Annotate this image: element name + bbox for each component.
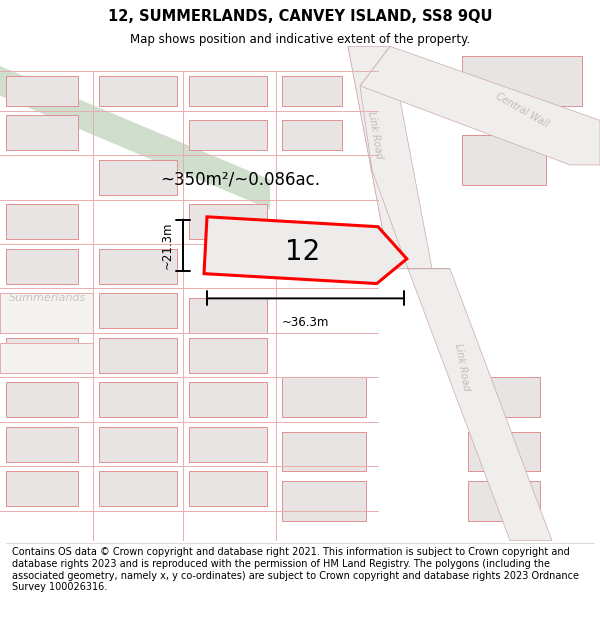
Polygon shape xyxy=(6,76,78,106)
Text: Link Road: Link Road xyxy=(453,343,471,392)
Polygon shape xyxy=(99,294,177,328)
Polygon shape xyxy=(99,338,177,372)
Polygon shape xyxy=(189,298,267,333)
Polygon shape xyxy=(282,121,342,150)
Text: Central Wall: Central Wall xyxy=(494,91,550,129)
Polygon shape xyxy=(0,66,270,209)
Text: ~21.3m: ~21.3m xyxy=(161,221,174,269)
Text: Summerlands: Summerlands xyxy=(10,293,86,303)
Polygon shape xyxy=(99,160,177,194)
Polygon shape xyxy=(282,432,366,471)
Polygon shape xyxy=(99,249,177,284)
Polygon shape xyxy=(6,204,78,239)
Polygon shape xyxy=(6,471,78,506)
Polygon shape xyxy=(468,481,540,521)
Polygon shape xyxy=(99,382,177,417)
Polygon shape xyxy=(189,338,267,372)
Text: Map shows position and indicative extent of the property.: Map shows position and indicative extent… xyxy=(130,33,470,46)
Text: 12, SUMMERLANDS, CANVEY ISLAND, SS8 9QU: 12, SUMMERLANDS, CANVEY ISLAND, SS8 9QU xyxy=(108,9,492,24)
Text: Contains OS data © Crown copyright and database right 2021. This information is : Contains OS data © Crown copyright and d… xyxy=(12,548,579,592)
Polygon shape xyxy=(99,427,177,461)
Polygon shape xyxy=(282,481,366,521)
Polygon shape xyxy=(204,217,407,284)
Polygon shape xyxy=(189,382,267,417)
Polygon shape xyxy=(6,382,78,417)
Polygon shape xyxy=(6,116,78,150)
Polygon shape xyxy=(468,378,540,417)
Polygon shape xyxy=(348,46,450,269)
Polygon shape xyxy=(0,294,93,333)
Text: 12: 12 xyxy=(285,238,320,266)
Polygon shape xyxy=(0,343,93,372)
Polygon shape xyxy=(6,249,78,284)
Polygon shape xyxy=(189,76,267,106)
Polygon shape xyxy=(468,432,540,471)
Polygon shape xyxy=(408,269,552,541)
Polygon shape xyxy=(6,338,78,372)
Polygon shape xyxy=(189,121,267,150)
Polygon shape xyxy=(189,427,267,461)
Polygon shape xyxy=(6,427,78,461)
Polygon shape xyxy=(462,56,582,106)
Polygon shape xyxy=(6,294,78,328)
Polygon shape xyxy=(282,378,366,417)
Polygon shape xyxy=(282,76,342,106)
Polygon shape xyxy=(99,471,177,506)
Polygon shape xyxy=(462,135,546,184)
Polygon shape xyxy=(360,46,600,165)
Text: ~36.3m: ~36.3m xyxy=(282,316,329,329)
Polygon shape xyxy=(348,46,432,269)
Text: ~350m²/~0.086ac.: ~350m²/~0.086ac. xyxy=(160,171,320,189)
Polygon shape xyxy=(99,76,177,106)
Polygon shape xyxy=(189,471,267,506)
Polygon shape xyxy=(189,204,267,239)
Text: Link Road: Link Road xyxy=(366,111,384,160)
